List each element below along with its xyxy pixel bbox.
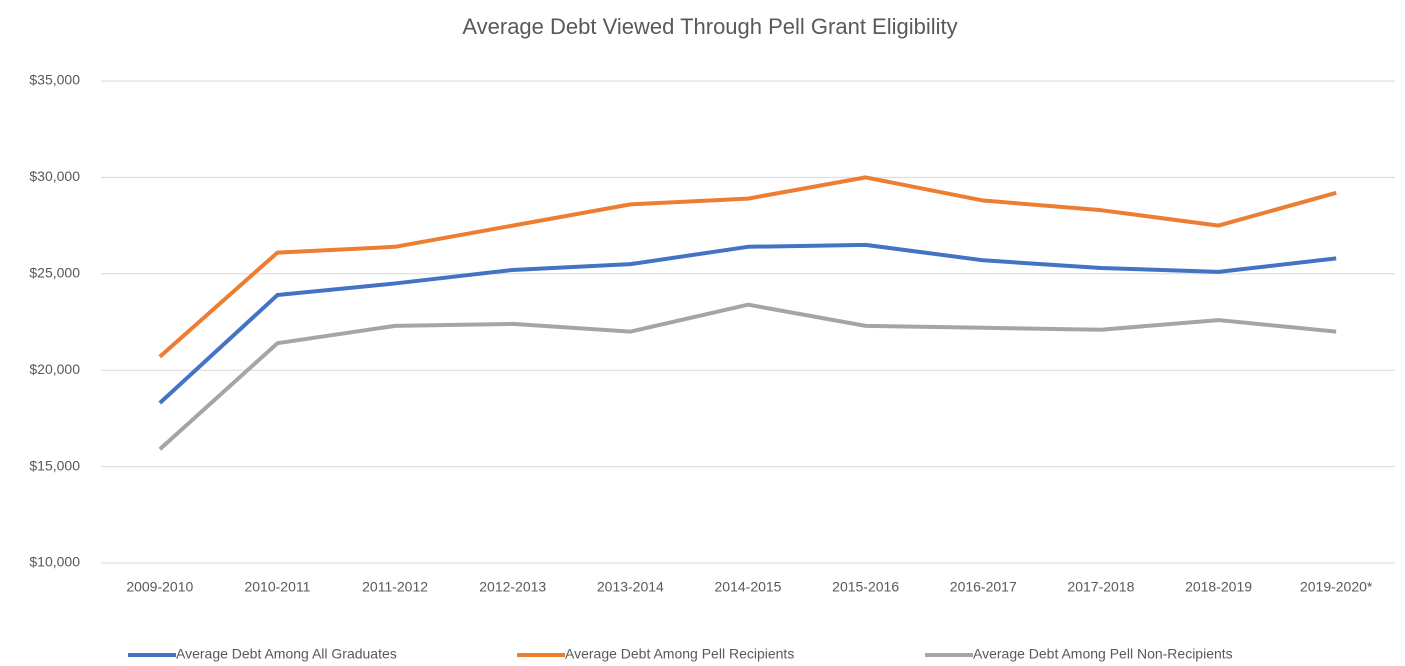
- x-tick-label: 2009-2010: [126, 579, 193, 595]
- legend-label: Average Debt Among Pell Non-Recipients: [973, 646, 1233, 662]
- y-tick-label: $10,000: [29, 554, 80, 570]
- y-tick-label: $20,000: [29, 361, 80, 377]
- y-tick-label: $35,000: [29, 72, 80, 88]
- x-tick-label: 2019-2020*: [1300, 579, 1373, 595]
- y-tick-label: $25,000: [29, 265, 80, 281]
- legend-label: Average Debt Among Pell Recipients: [565, 646, 794, 662]
- legend-label: Average Debt Among All Graduates: [176, 646, 397, 662]
- x-tick-label: 2016-2017: [950, 579, 1017, 595]
- x-tick-label: 2013-2014: [597, 579, 664, 595]
- x-tick-label: 2011-2012: [362, 579, 428, 595]
- y-tick-label: $15,000: [29, 457, 80, 473]
- chart-title: Average Debt Viewed Through Pell Grant E…: [462, 14, 957, 39]
- x-tick-label: 2017-2018: [1067, 579, 1134, 595]
- x-tick-label: 2014-2015: [715, 579, 782, 595]
- y-tick-label: $30,000: [29, 168, 80, 184]
- line-series: [158, 175, 1337, 359]
- line-series: [158, 242, 1337, 405]
- x-tick-label: 2012-2013: [479, 579, 546, 595]
- line-series: [158, 302, 1337, 451]
- x-tick-label: 2015-2016: [832, 579, 899, 595]
- x-tick-label: 2010-2011: [244, 579, 310, 595]
- x-tick-label: 2018-2019: [1185, 579, 1252, 595]
